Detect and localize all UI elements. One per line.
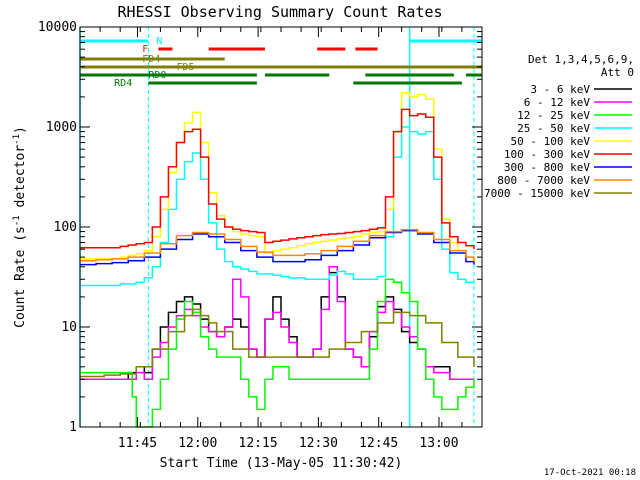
series-line [80, 229, 475, 266]
legend-entry-label: 6 - 12 keV [524, 96, 591, 109]
y-axis-label-mid: detector [13, 145, 28, 216]
fd4-flag-label: FD4 [142, 54, 160, 65]
y-tick-label: 10000 [38, 20, 77, 35]
x-tick-label: 12:30 [299, 436, 338, 451]
legend-entry-label: 3 - 6 keV [530, 83, 590, 96]
night-flag-label: N [156, 36, 162, 47]
x-tick-label: 11:45 [118, 436, 157, 451]
rd0-flag-label: RD0 [148, 70, 166, 81]
series-line [80, 271, 474, 381]
legend-entry-label: 100 - 300 keV [504, 148, 590, 161]
axes: 11:45 12:00 12:15 12:30 12:45 13:00 1 10 100 1000… [38, 20, 483, 451]
legend-entry-label: 12 - 25 keV [517, 109, 590, 122]
x-tick-label: 12:15 [239, 436, 278, 451]
rd4-flag-label: RD4 [114, 78, 132, 89]
x-tick-label: 12:45 [359, 436, 398, 451]
flare-flag-label: F [142, 44, 148, 55]
series-line [80, 92, 475, 262]
chart-title: RHESSI Observing Summary Count Rates [117, 3, 442, 21]
x-tick-label: 13:00 [419, 436, 458, 451]
legend-entry-label: 300 - 800 keV [504, 161, 590, 174]
series-line [80, 126, 475, 287]
legend-entry-label: 50 - 100 keV [511, 135, 591, 148]
x-axis-label: Start Time (13-May-05 11:30:42) [160, 456, 403, 471]
legend-header: Att 0 [601, 66, 634, 79]
y-tick-label: 1000 [46, 120, 77, 135]
fd5-flag-label: FD5 [176, 62, 194, 73]
y-axis-label-sup2: -1 [12, 134, 22, 145]
legend-entry-label: 800 - 7000 keV [497, 174, 590, 187]
y-axis-label-sup1: -1 [12, 215, 22, 226]
x-tick-label: 12:00 [178, 436, 217, 451]
legend-entry-label: 7000 - 15000 keV [484, 187, 590, 200]
y-tick-label: 10 [61, 320, 77, 335]
y-axis-label-main: Count Rate (s [13, 226, 28, 328]
y-tick-label: 100 [54, 220, 77, 235]
legend-header: Det 1,3,4,5,6,9, [528, 53, 634, 66]
y-tick-label: 1 [69, 420, 77, 435]
footer-timestamp: 17-Oct-2021 00:18 [544, 468, 636, 478]
legend-entry-label: 25 - 50 keV [517, 122, 590, 135]
y-axis-label: Count Rate (s-1 detector-1) [12, 126, 28, 328]
series-line [80, 228, 475, 262]
y-axis-label-end: ) [13, 126, 28, 134]
series-line [80, 278, 475, 428]
series-line [80, 308, 475, 378]
series-line [80, 266, 474, 381]
series-line [80, 108, 475, 250]
